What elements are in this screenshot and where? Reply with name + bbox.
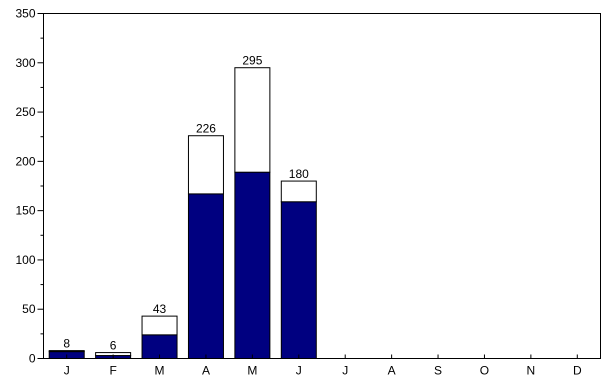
bar-total-label: 226 — [196, 122, 216, 136]
bar-total-label: 295 — [242, 54, 262, 68]
y-tick-label: 100 — [15, 253, 35, 267]
y-tick-label: 0 — [29, 352, 36, 366]
bar-upper — [234, 67, 271, 173]
plot-frame — [43, 13, 601, 359]
x-tick-label: J — [342, 364, 348, 378]
x-tick-label: A — [388, 364, 396, 378]
bar-upper — [187, 135, 224, 195]
bar-total-label: 6 — [110, 339, 117, 353]
x-tick-label: S — [434, 364, 442, 378]
y-tick-label: 50 — [22, 302, 36, 316]
x-tick-label: O — [480, 364, 489, 378]
bar-lower — [280, 201, 317, 359]
bar-upper — [141, 315, 178, 336]
bar-upper — [48, 350, 85, 353]
y-tick-label: 250 — [15, 105, 35, 119]
y-tick-label: 300 — [15, 56, 35, 70]
x-tick-label: M — [247, 364, 257, 378]
y-tick-label: 150 — [15, 204, 35, 218]
bar-lower — [187, 193, 224, 359]
x-tick-label: M — [155, 364, 165, 378]
x-tick-label: J — [296, 364, 302, 378]
bar-total-label: 43 — [153, 302, 167, 316]
y-tick-label: 350 — [15, 7, 35, 21]
bar-upper — [280, 180, 317, 203]
x-tick-label: N — [527, 364, 536, 378]
x-tick-label: A — [202, 364, 210, 378]
x-tick-label: J — [64, 364, 70, 378]
bars — [48, 67, 317, 360]
x-tick-label: F — [109, 364, 116, 378]
y-tick-label: 200 — [15, 154, 35, 168]
x-tick-label: D — [573, 364, 582, 378]
bar-total-label: 8 — [63, 337, 70, 351]
bar-lower — [234, 171, 271, 359]
y-axis-ticks: 0 50 100 150 200 250 300 350 — [15, 7, 44, 366]
bar-total-label: 180 — [289, 167, 309, 181]
data-labels: 8 6 43 226 295 180 — [63, 54, 309, 353]
